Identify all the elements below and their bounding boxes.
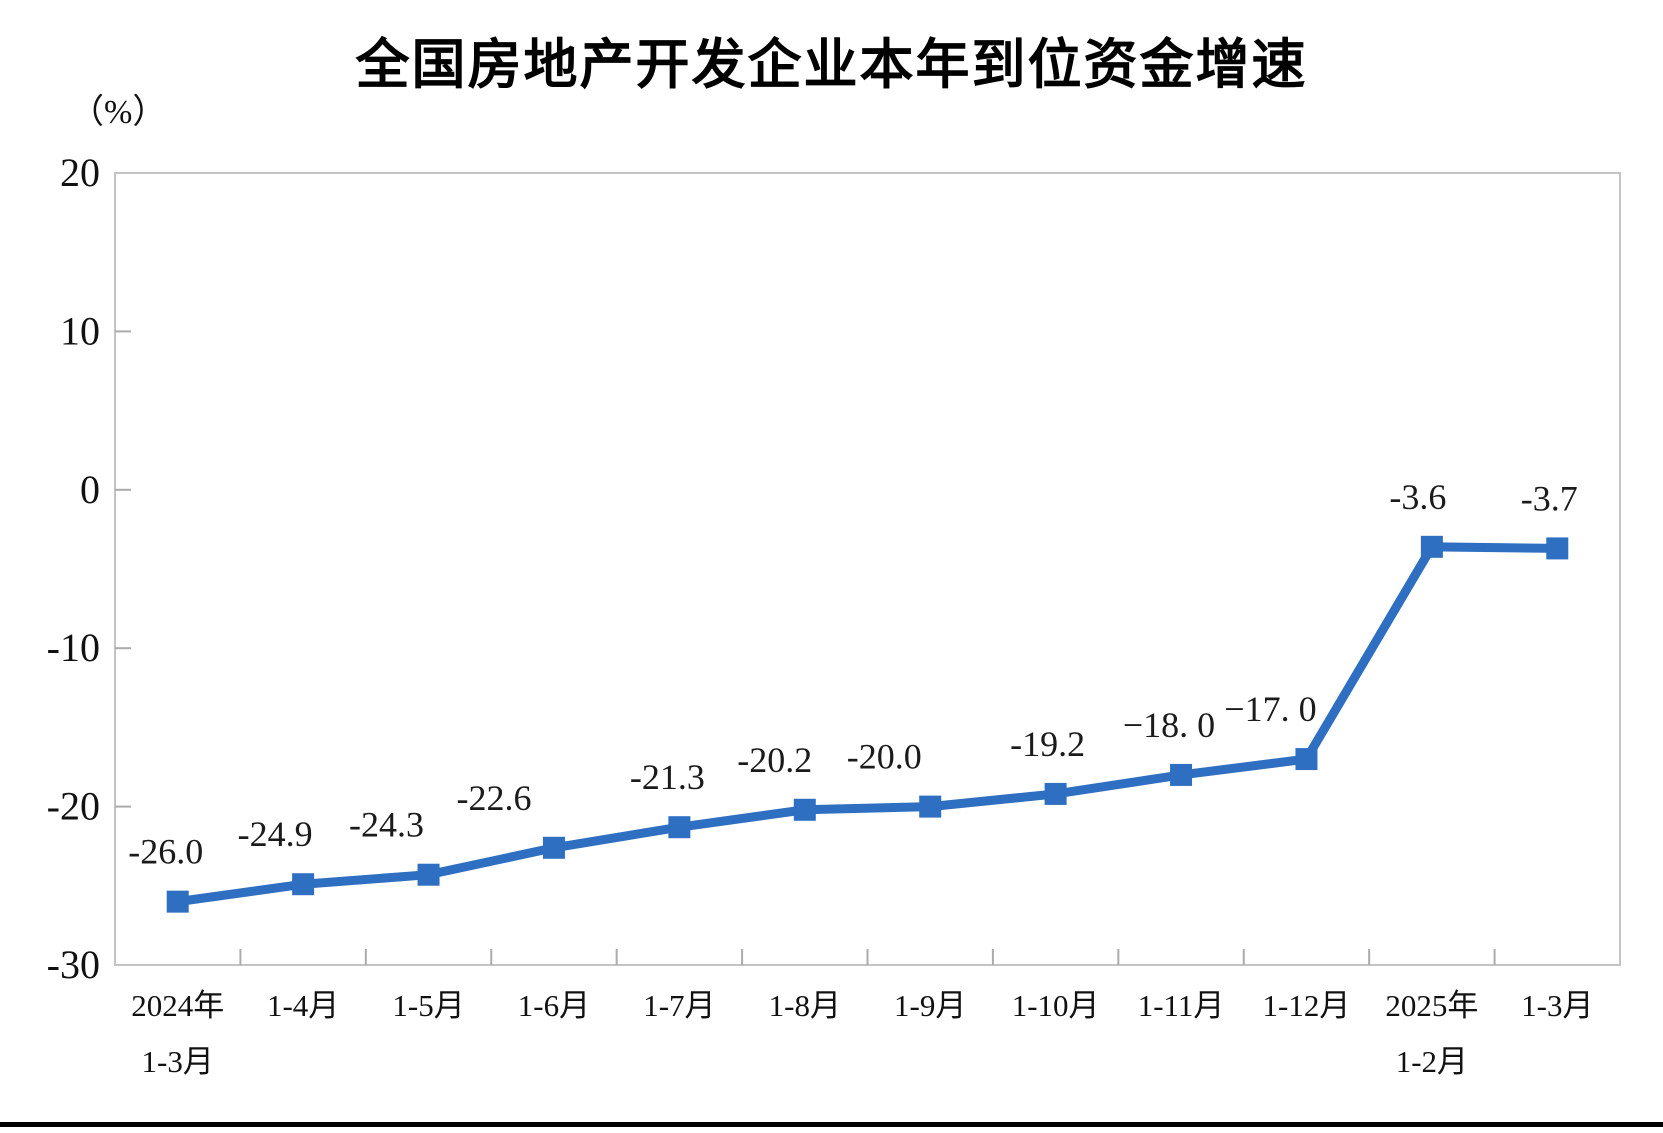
data-line: [177, 542, 1558, 907]
data-point-marker: [919, 795, 942, 818]
y-axis-tick-label: 0: [80, 467, 100, 512]
chart-title: 全国房地产开发企业本年到位资金增速: [355, 35, 1308, 95]
data-point-marker: [417, 863, 440, 886]
y-axis-unit-label: （%）: [70, 94, 167, 131]
data-point-label: -20.2: [737, 740, 812, 780]
data-point-label: -21.3: [630, 757, 705, 797]
x-axis-tick-label: 1-3月: [142, 1044, 214, 1079]
data-point-label: -24.9: [238, 814, 313, 854]
x-axis-tick-label: 1-3月: [1521, 988, 1593, 1023]
y-axis-tick-label: -30: [47, 942, 100, 987]
data-point-marker: [1170, 763, 1193, 786]
data-point-label: -3.7: [1521, 478, 1578, 518]
x-axis-tick-label: 1-11月: [1138, 988, 1225, 1023]
y-axis-tick-label: 20: [60, 150, 100, 195]
data-point-marker: [1546, 537, 1569, 560]
data-point-label: -19.2: [1010, 724, 1085, 764]
x-axis-tick-label: 2024年: [131, 988, 224, 1023]
data-point-marker: [793, 798, 816, 821]
data-point-marker: [1044, 782, 1067, 805]
data-point-label: -26.0: [128, 832, 203, 872]
data-point-marker: [1295, 748, 1318, 771]
x-axis-tick-label: 1-5月: [392, 988, 464, 1023]
data-point-label: −17. 0: [1224, 689, 1316, 729]
data-point-label: -20.0: [847, 737, 922, 777]
x-axis-tick-label: 1-9月: [894, 988, 966, 1023]
y-axis-tick-label: -10: [47, 625, 100, 670]
x-axis-tick-label: 1-2月: [1396, 1044, 1468, 1079]
data-point-marker: [292, 873, 315, 896]
data-point-marker: [542, 836, 565, 859]
data-point-label: -3.6: [1389, 477, 1446, 517]
x-axis-tick-label: 1-10月: [1012, 988, 1100, 1023]
x-axis-tick-label: 2025年: [1385, 988, 1478, 1023]
x-axis-tick-label: 1-4月: [267, 988, 339, 1023]
bottom-divider: [0, 1122, 1663, 1127]
x-axis-tick-label: 1-12月: [1263, 988, 1351, 1023]
data-point-marker: [166, 890, 189, 913]
data-point-marker: [1420, 535, 1443, 558]
x-axis-tick-label: 1-8月: [769, 988, 841, 1023]
y-axis-tick-label: -20: [47, 784, 100, 829]
x-axis-tick-label: 1-7月: [643, 988, 715, 1023]
data-point-marker: [668, 816, 691, 839]
x-axis-tick-label: 1-6月: [518, 988, 590, 1023]
data-point-label: −18. 0: [1123, 705, 1215, 745]
data-point-label: -22.6: [456, 778, 531, 818]
plot-border: [114, 172, 1621, 966]
y-axis-tick-label: 10: [60, 308, 100, 353]
data-point-label: -24.3: [349, 805, 424, 845]
